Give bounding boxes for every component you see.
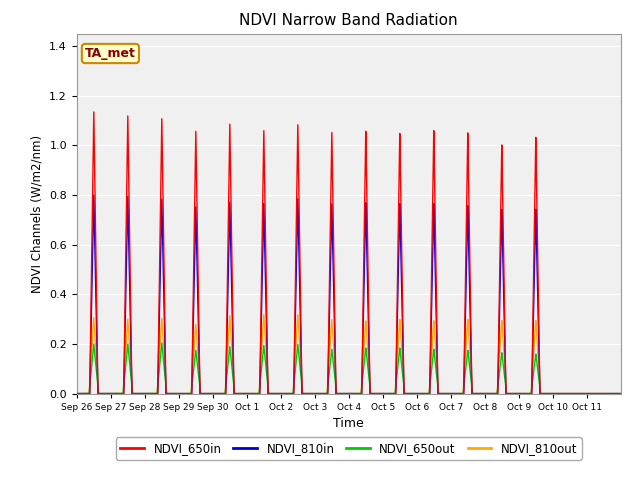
Y-axis label: NDVI Channels (W/m2/nm): NDVI Channels (W/m2/nm) [31,134,44,293]
Legend: NDVI_650in, NDVI_810in, NDVI_650out, NDVI_810out: NDVI_650in, NDVI_810in, NDVI_650out, NDV… [116,437,582,460]
X-axis label: Time: Time [333,417,364,430]
Title: NDVI Narrow Band Radiation: NDVI Narrow Band Radiation [239,13,458,28]
Text: TA_met: TA_met [85,47,136,60]
